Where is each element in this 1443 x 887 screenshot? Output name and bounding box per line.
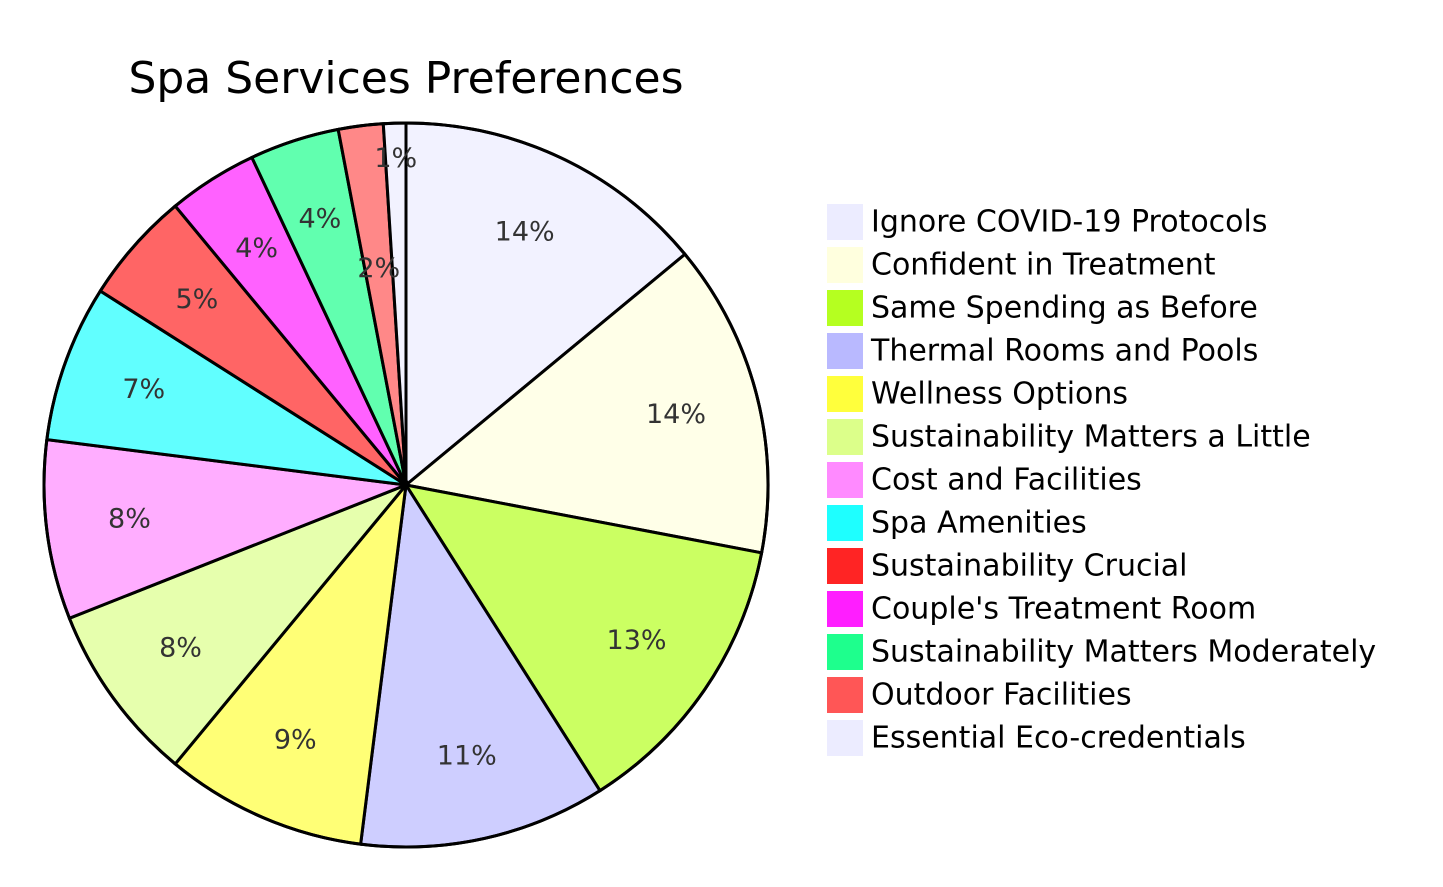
legend-label: Ignore COVID-19 Protocols [871,205,1268,240]
legend-label: Wellness Options [871,377,1128,412]
slice-label: 14% [646,399,706,430]
legend-swatch [827,548,863,584]
pie-slices [42,121,770,849]
legend-label: Thermal Rooms and Pools [870,334,1258,369]
legend-label: Essential Eco-credentials [871,721,1246,756]
legend-label: Sustainability Matters a Little [871,420,1311,455]
legend-swatch [827,677,863,713]
legend-label: Sustainability Matters Moderately [871,635,1376,670]
slice-label: 4% [298,203,341,234]
legend-swatch [827,290,863,326]
legend-swatch [827,204,863,240]
slice-label: 7% [122,374,165,405]
legend-swatch [827,462,863,498]
legend-swatch [827,247,863,283]
legend-label: Spa Amenities [871,506,1087,541]
slice-label: 8% [108,503,151,534]
slice-label: 4% [235,233,278,264]
legend-swatch [827,505,863,541]
legend-swatch [827,419,863,455]
legend-swatch [827,591,863,627]
legend-label: Same Spending as Before [871,291,1258,326]
legend-label: Couple's Treatment Room [871,592,1256,627]
slice-label: 11% [437,741,497,772]
legend-swatch [827,720,863,756]
slice-label: 14% [495,216,555,247]
legend-swatch [827,333,863,369]
slice-label: 2% [357,253,400,284]
legend: Ignore COVID-19 Protocols Confident in Tr… [827,204,1376,756]
legend-label: Cost and Facilities [871,463,1142,498]
legend-label: Sustainability Crucial [871,549,1188,584]
slice-label: 8% [159,632,202,663]
legend-swatch [827,634,863,670]
legend-swatch [827,376,863,412]
legend-label: Confident in Treatment [871,248,1216,283]
slice-label: 13% [607,625,667,656]
slice-label: 1% [374,143,417,174]
slice-label: 5% [175,284,218,315]
pie-labels: 14% 14% 13% 11% 9% 8% 8% 7% 5% 4% 4% 2% 1% [108,143,706,772]
chart-title: Spa Services Preferences [128,53,683,104]
legend-label: Outdoor Facilities [871,678,1132,713]
pie-outline [42,121,770,849]
slice-label: 9% [274,724,317,755]
